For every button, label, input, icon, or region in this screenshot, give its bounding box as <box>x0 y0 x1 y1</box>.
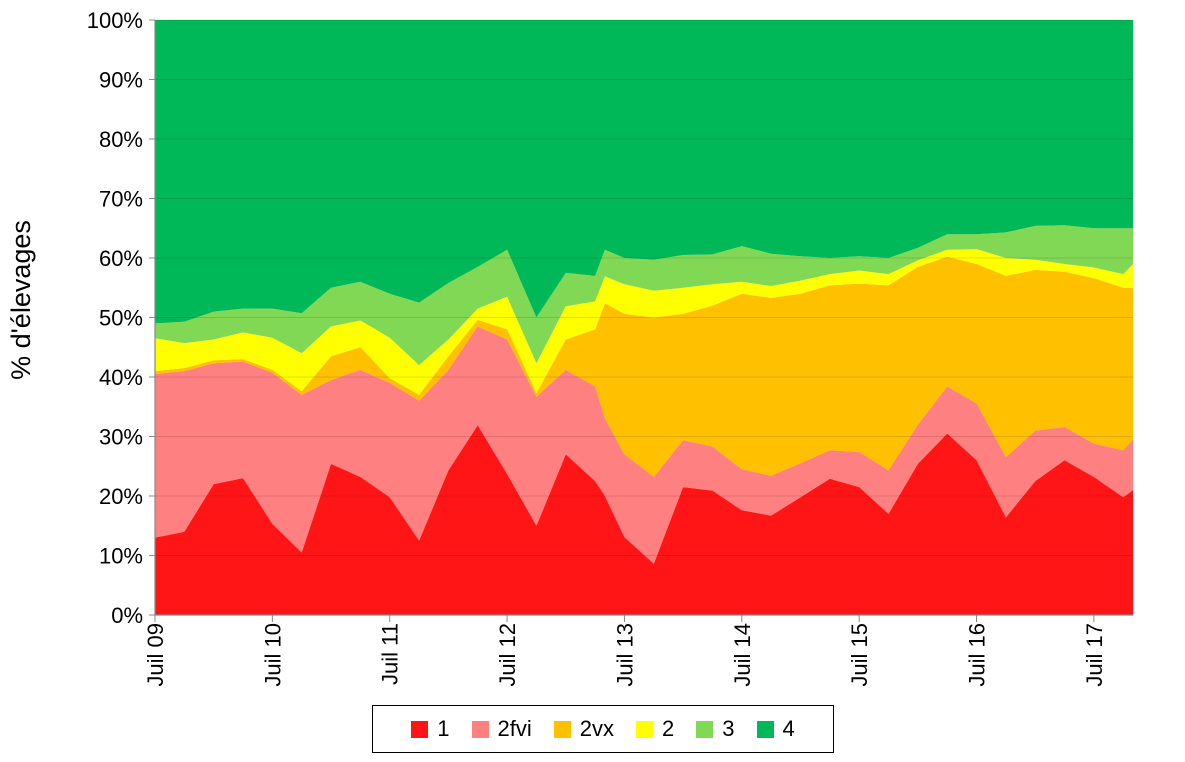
stacked-area-chart: 0% 10% 20% 30% 40% 50% 60% 70% 80% 90% 100% Juil 09… <box>6 8 1133 687</box>
x-tick-label: Juil 12 <box>495 623 520 687</box>
legend-item-4: 4 <box>756 716 795 742</box>
legend-label: 4 <box>782 716 795 741</box>
x-tick-label: Juil 16 <box>965 623 990 687</box>
x-tick-label: Juil 14 <box>730 623 755 687</box>
y-tick-label: 20% <box>99 484 143 509</box>
area-series-1 <box>155 425 1133 615</box>
area-series-2fvi <box>155 326 1133 564</box>
x-tick-label: Juil 15 <box>847 623 872 687</box>
legend-item-1: 1 <box>411 716 450 742</box>
area-series-2 <box>155 249 1133 395</box>
legend-swatch <box>471 720 489 738</box>
legend-label: 2fvi <box>497 716 532 741</box>
areas <box>155 20 1133 615</box>
legend-item-2vx: 2vx <box>553 716 614 742</box>
y-tick-label: 10% <box>99 544 143 569</box>
gridlines <box>155 19 1133 556</box>
area-series-3 <box>155 225 1133 366</box>
y-tick-label: 40% <box>99 365 143 390</box>
legend-label: 2 <box>662 716 675 741</box>
legend-item-2fvi: 2fvi <box>471 716 532 742</box>
area-series-4 <box>155 20 1133 324</box>
x-tick-label: Juil 11 <box>378 623 403 685</box>
x-tick-label: Juil 17 <box>1082 623 1107 687</box>
y-axis-title: % d'élevages <box>6 220 36 380</box>
area-series-2vx <box>155 256 1133 477</box>
legend-label: 2vx <box>579 716 614 741</box>
legend-swatch <box>553 720 571 738</box>
y-tick-label: 30% <box>99 425 143 450</box>
y-tick-label: 80% <box>99 127 143 152</box>
legend-label: 3 <box>722 716 735 741</box>
x-tick-label: Juil 13 <box>612 623 637 687</box>
y-tick-label: 50% <box>99 306 143 331</box>
x-tick-label: Juil 09 <box>143 623 168 687</box>
legend-item-3: 3 <box>696 716 735 742</box>
legend-swatch <box>411 720 429 738</box>
legend-item-2: 2 <box>636 716 674 742</box>
legend-swatch <box>696 720 714 738</box>
y-tick-label: 70% <box>99 187 143 212</box>
y-tick-label: 60% <box>99 246 143 271</box>
legend: 1 2fvi 2vx 2 3 4 <box>372 705 834 753</box>
legend-label: 1 <box>437 716 450 741</box>
y-tick-label: 90% <box>99 68 143 93</box>
legend-swatch <box>756 720 774 738</box>
axes: 0% 10% 20% 30% 40% 50% 60% 70% 80% 90% 100% Juil 09… <box>87 8 1133 687</box>
y-tick-label: 0% <box>111 603 143 628</box>
y-tick-label: 100% <box>87 8 143 33</box>
legend-swatch <box>636 720 653 738</box>
x-tick-label: Juil 10 <box>260 623 285 687</box>
